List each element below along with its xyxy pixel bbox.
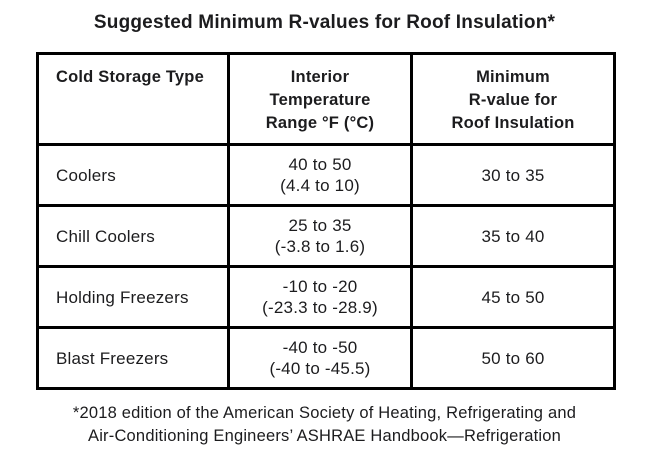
- temp-range-c: (-23.3 to -28.9): [262, 298, 378, 317]
- temp-range-f: 40 to 50: [288, 155, 352, 174]
- cell-temp-range: -10 to -20 (-23.3 to -28.9): [227, 265, 413, 329]
- cell-temp-range: -40 to -50 (-40 to -45.5): [227, 326, 413, 390]
- header-line: R-value for: [468, 91, 558, 109]
- cell-r-value: 35 to 40: [410, 204, 616, 268]
- header-interior-temperature-range: Interior Temperature Range °F (°C): [227, 52, 413, 146]
- cell-storage-type: Chill Coolers: [36, 204, 230, 268]
- cell-storage-type: Coolers: [36, 143, 230, 207]
- cell-r-value: 30 to 35: [410, 143, 616, 207]
- cell-storage-type: Holding Freezers: [36, 265, 230, 329]
- temp-range-c: (4.4 to 10): [280, 176, 360, 195]
- table-row: Holding Freezers -10 to -20 (-23.3 to -2…: [36, 265, 616, 329]
- footnote-line-2: Air-Conditioning Engineers’ ASHRAE Handb…: [87, 427, 562, 445]
- temp-range-c: (-40 to -45.5): [269, 359, 371, 378]
- header-minimum-r-value: Minimum R-value for Roof Insulation: [410, 52, 616, 146]
- header-cold-storage-type: Cold Storage Type: [36, 52, 230, 146]
- table-row: Coolers 40 to 50 (4.4 to 10) 30 to 35: [36, 143, 616, 207]
- table-row: Chill Coolers 25 to 35 (-3.8 to 1.6) 35 …: [36, 204, 616, 268]
- header-line: Roof Insulation: [451, 114, 575, 132]
- table-header-row: Cold Storage Type Interior Temperature R…: [36, 52, 616, 146]
- temp-range-f: -10 to -20: [282, 277, 358, 296]
- cell-r-value: 45 to 50: [410, 265, 616, 329]
- header-line: Minimum: [476, 68, 550, 86]
- cell-temp-range: 40 to 50 (4.4 to 10): [227, 143, 413, 207]
- cell-r-value: 50 to 60: [410, 326, 616, 390]
- temp-range-f: -40 to -50: [282, 338, 358, 357]
- temp-range-c: (-3.8 to 1.6): [274, 237, 366, 256]
- header-line: Interior: [290, 68, 350, 86]
- page-title: Suggested Minimum R-values for Roof Insu…: [93, 12, 556, 33]
- table-row: Blast Freezers -40 to -50 (-40 to -45.5)…: [36, 326, 616, 390]
- r-values-table: Cold Storage Type Interior Temperature R…: [36, 52, 616, 390]
- footnote-line-1: *2018 edition of the American Society of…: [72, 404, 577, 422]
- cell-storage-type: Blast Freezers: [36, 326, 230, 390]
- header-line: Range °F (°C): [265, 114, 375, 132]
- header-line: Temperature: [269, 91, 371, 109]
- temp-range-f: 25 to 35: [288, 216, 352, 235]
- footnote: *2018 edition of the American Society of…: [0, 402, 649, 448]
- cell-temp-range: 25 to 35 (-3.8 to 1.6): [227, 204, 413, 268]
